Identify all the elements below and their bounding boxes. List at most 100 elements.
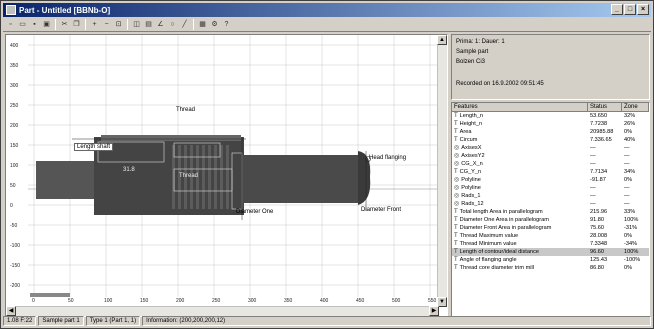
feature-type-icon: T <box>454 169 458 175</box>
thread-tooth <box>196 145 199 209</box>
grid-icon[interactable]: ▦ <box>199 21 206 28</box>
feature-name: Height_n <box>459 121 483 127</box>
feature-type-icon: T <box>454 233 458 239</box>
label-head-flanging: Head flanging <box>369 155 407 161</box>
open-icon[interactable]: ▭ <box>19 21 26 28</box>
feature-type-icon: ◎ <box>454 161 460 167</box>
column-header-status[interactable]: Status <box>588 103 622 111</box>
feature-type-icon: T <box>454 121 458 127</box>
print-icon[interactable]: ▣ <box>43 21 50 28</box>
column-header-zone[interactable]: Zone <box>622 103 649 111</box>
ruler-icon[interactable]: ▤ <box>145 21 152 28</box>
table-row[interactable]: T Length_n 53.650 32% <box>452 112 649 120</box>
table-row[interactable]: ◎ AxisesY2— — <box>452 152 649 160</box>
label-diameter-front: Diameter Front <box>361 207 402 213</box>
row-zone: 0% <box>624 233 633 239</box>
measure-icon[interactable]: ◫ <box>133 21 140 28</box>
table-row[interactable]: T Diameter Front Area in parallelogram 75.… <box>452 224 649 232</box>
circle-icon[interactable]: ○ <box>170 21 175 28</box>
y-tick-label: 300 <box>10 83 19 89</box>
scroll-right-icon[interactable]: ▶ <box>429 306 439 316</box>
info-recorded: Recorded on 16.9.2002 09:51:45 <box>456 81 544 87</box>
row-feature: T CG_Y_n <box>452 168 588 176</box>
row-status: — <box>590 185 596 191</box>
table-row[interactable]: ◎ AxisesX — — <box>452 144 649 152</box>
feature-name: AxisesX <box>461 145 482 151</box>
row-zone: — <box>624 201 630 207</box>
column-header-features[interactable]: Features <box>452 103 588 111</box>
part-drawing[interactable] <box>6 35 439 307</box>
label-diameter-one: Diameter One <box>236 209 274 215</box>
scroll-left-icon[interactable]: ◀ <box>6 306 16 316</box>
scroll-up-icon[interactable]: ▲ <box>437 35 447 45</box>
table-row[interactable]: T Area 20985.88 0% <box>452 128 649 136</box>
table-row[interactable]: T Length of contour/ideal distance 96.60 10… <box>452 248 649 256</box>
x-tick-label: 150 <box>140 298 149 304</box>
vertical-scrollbar[interactable]: ▲ ▼ <box>437 35 447 307</box>
table-row[interactable]: T Circum 7.336.65 40% <box>452 136 649 144</box>
thread-tooth <box>178 145 181 209</box>
table-row[interactable]: T CG_Y_n 7.7134 34% <box>452 168 649 176</box>
row-feature: ◎ AxisesY2 <box>452 152 588 160</box>
title-bar: Part - Untitled [BBNb-O] _ □ × <box>3 3 651 17</box>
row-feature: ◎ Rads_1 <box>452 192 588 200</box>
table-row[interactable]: ◎ CG_X_n — — <box>452 160 649 168</box>
row-feature: ◎ CG_X_n <box>452 160 588 168</box>
info-panel: Prima: 1: Dauer: 1 Sample part Bolzen Ci… <box>451 34 650 100</box>
feature-type-icon: T <box>454 129 458 135</box>
head-marker <box>365 156 371 162</box>
feature-name: Thread Maximum value <box>459 233 519 239</box>
table-row[interactable]: T Height_n 7.7238 26% <box>452 120 649 128</box>
zoom-out-icon[interactable]: − <box>104 21 109 28</box>
horizontal-scrollbar[interactable]: ◀ ▶ <box>6 306 439 316</box>
new-icon[interactable]: ▫ <box>9 21 12 28</box>
drawing-canvas[interactable]: Thread Length shaft 31.8 Thread Head fla… <box>5 34 448 317</box>
table-body: T Length_n 53.650 32% T Height_n 7.7238 26% T Are… <box>452 112 649 272</box>
feature-type-icon: ◎ <box>454 177 460 183</box>
row-feature: ◎ Polyline <box>452 184 588 192</box>
maximize-button[interactable]: □ <box>624 4 636 15</box>
settings-icon[interactable]: ⚙ <box>211 21 218 28</box>
feature-name: Length_n <box>459 113 484 119</box>
zoom-in-icon[interactable]: + <box>92 21 97 28</box>
row-status: — <box>590 161 596 167</box>
help-icon[interactable]: ? <box>224 21 229 28</box>
scroll-down-icon[interactable]: ▼ <box>437 297 447 307</box>
table-row[interactable]: ◎ Rads_12— — <box>452 200 649 208</box>
table-row[interactable]: ◎ Polyline — — <box>452 184 649 192</box>
row-status: 20985.88 <box>590 129 614 135</box>
y-tick-label: 400 <box>10 43 19 49</box>
table-row[interactable]: ◎ Rads_1— — <box>452 192 649 200</box>
table-row[interactable]: T Thread Minimum value 7.3348 -34% <box>452 240 649 248</box>
table-row[interactable]: T Thread core diameter trim mill 86.80 0% <box>452 264 649 272</box>
measure-box-thread-top <box>173 142 221 158</box>
thread-tooth <box>220 145 223 209</box>
table-row[interactable]: T Diameter One Area in parallelogram 91.80… <box>452 216 649 224</box>
fit-icon[interactable]: ⊡ <box>115 21 122 28</box>
copy-icon[interactable]: ❐ <box>73 21 80 28</box>
feature-name: AxisesY2 <box>461 153 485 159</box>
table-row[interactable]: T Thread Maximum value 28.008 0% <box>452 232 649 240</box>
toolbar: ▫ ▭ ▪ ▣ ✂ ❐ + − ⊡ ◫ ▤ ∠ ○ ╱ ▦ ⚙? <box>3 18 651 32</box>
y-tick-label: 100 <box>10 163 19 169</box>
cut-icon[interactable]: ✂ <box>61 21 68 28</box>
table-row[interactable]: ◎ Polyline -91.87 0% <box>452 176 649 184</box>
status-info: Information: (200,200,200,12) <box>142 316 651 326</box>
close-button[interactable]: × <box>637 4 649 15</box>
row-zone: — <box>624 193 630 199</box>
minimize-button[interactable]: _ <box>611 4 623 15</box>
status-part: Sample part 1 <box>38 316 84 326</box>
feature-name: Rads_1 <box>461 193 481 199</box>
table-header: Features Status Zone <box>452 103 649 112</box>
feature-name: CG_X_n <box>461 161 483 167</box>
line-icon[interactable]: ╱ <box>182 21 187 28</box>
thread-tooth <box>202 145 205 209</box>
table-row[interactable]: T Total length Area in parallelogram 215.9… <box>452 208 649 216</box>
row-feature: T Thread Minimum value <box>452 240 588 248</box>
table-row[interactable]: T Angle of flanging angle 125.43 -100% <box>452 256 649 264</box>
save-icon[interactable]: ▪ <box>33 21 36 28</box>
row-feature: T Thread Maximum value <box>452 232 588 240</box>
status-type: Type 1 (Part 1, 1) <box>85 316 141 326</box>
angle-icon[interactable]: ∠ <box>157 21 164 28</box>
feature-type-icon: ◎ <box>454 145 460 151</box>
